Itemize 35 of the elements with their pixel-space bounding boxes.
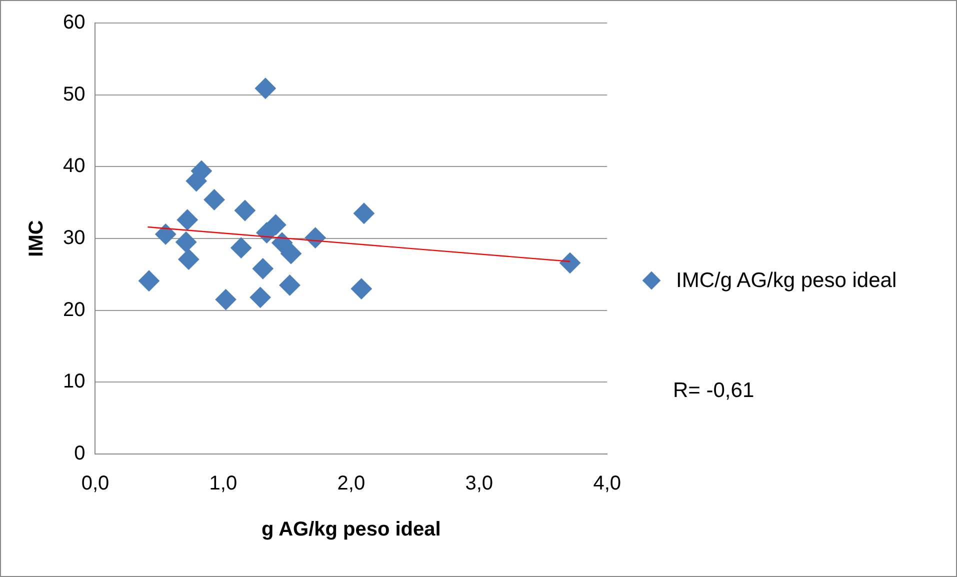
point	[559, 252, 580, 274]
point	[204, 189, 225, 210]
point	[254, 78, 276, 99]
point	[304, 227, 326, 248]
x-tick-label: 2,0	[337, 472, 366, 495]
point	[230, 237, 252, 258]
x-tick-label: 0,0	[81, 472, 110, 495]
y-tick-label: 0	[74, 442, 86, 465]
y-axis-title: IMC	[26, 220, 48, 257]
text: R= -0,61	[673, 379, 754, 403]
point	[250, 286, 271, 308]
point	[252, 258, 274, 280]
point	[138, 270, 160, 292]
y-tick-label: 40	[62, 155, 86, 178]
y-tick-label: 50	[62, 83, 86, 106]
x-axis-title: g AG/kg peso ideal	[262, 518, 441, 541]
point	[279, 274, 300, 296]
y-tick-label: 60	[62, 12, 86, 34]
x-tick-label: 1,0	[209, 472, 238, 495]
point	[256, 222, 278, 244]
point	[178, 248, 200, 270]
point	[155, 224, 176, 245]
y-tick-label: 30	[62, 227, 86, 250]
point	[234, 200, 256, 221]
point	[353, 202, 374, 224]
y-tick-label: 20	[62, 298, 86, 321]
x-tick-label: 4,0	[593, 472, 622, 495]
y-tick-label: 10	[62, 370, 86, 393]
point	[350, 278, 372, 300]
point	[176, 209, 198, 230]
point	[280, 243, 302, 264]
legend-label: IMC/g AG/kg peso ideal	[676, 268, 897, 294]
x-tick-label: 3,0	[465, 472, 494, 495]
point	[176, 232, 197, 253]
point	[215, 289, 236, 310]
